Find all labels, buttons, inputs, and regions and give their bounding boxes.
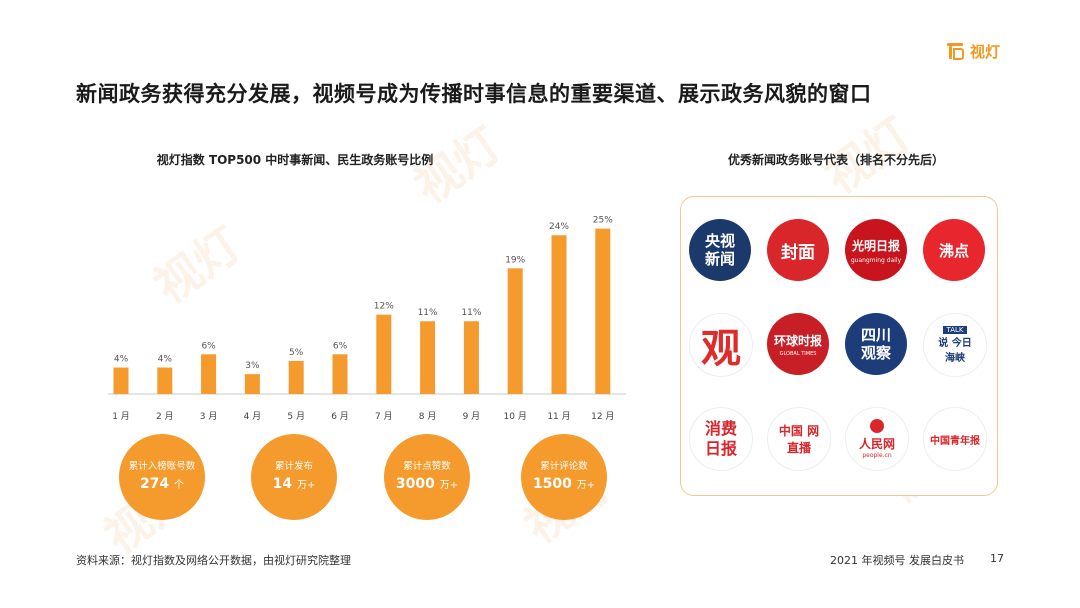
stat-label: 累计评论数 bbox=[540, 461, 588, 472]
source-note: 资料来源：视灯指数及网络公开数据，由视灯研究院整理 bbox=[76, 554, 351, 567]
x-tick-label: 8 月 bbox=[419, 411, 437, 422]
bar bbox=[113, 367, 129, 394]
data-label: 12% bbox=[374, 302, 394, 312]
account-logo-people-cn: 人民网 people.cn bbox=[845, 407, 909, 471]
account-logo-china-net-live: 中国 网直播 bbox=[767, 407, 831, 471]
page-title: 新闻政务获得充分发展，视频号成为传播时事信息的重要渠道、展示政务风貌的窗口 bbox=[76, 82, 872, 106]
stat-label: 累计入榜账号数 bbox=[128, 461, 196, 472]
bar bbox=[332, 354, 348, 394]
bar bbox=[376, 314, 392, 394]
stat-comments: 累计评论数 1500 万+ bbox=[521, 434, 607, 520]
x-tick-label: 5 月 bbox=[287, 411, 305, 422]
account-logo-sichuan-observe: 四川 观察 bbox=[845, 313, 907, 375]
account-logo-global-times: 环球时报 GLOBAL TIMES bbox=[767, 313, 829, 375]
x-tick-label: 6 月 bbox=[331, 411, 349, 422]
account-logo-consumer-daily: 消费 日报 bbox=[689, 407, 753, 471]
stat-value: 3000 万+ bbox=[395, 476, 459, 492]
stat-label: 累计点赞数 bbox=[403, 461, 451, 472]
x-tick-label: 1 月 bbox=[112, 411, 130, 422]
account-logo-today-strait: TALK 说 今日 海峡 bbox=[923, 313, 987, 377]
lamp-icon bbox=[947, 43, 964, 60]
bar bbox=[507, 268, 523, 394]
data-label: 11% bbox=[461, 308, 481, 318]
account-logo-guangming-daily: 光明日报 guangming daily bbox=[845, 219, 907, 281]
bar bbox=[551, 235, 567, 394]
page-number: 17 bbox=[990, 552, 1004, 565]
bar bbox=[157, 367, 173, 394]
x-tick-label: 9 月 bbox=[463, 411, 481, 422]
bar bbox=[201, 354, 217, 394]
stat-value: 274 个 bbox=[139, 476, 185, 492]
x-tick-label: 12 月 bbox=[591, 411, 614, 422]
bar-chart: 4% 1 月 4% 2 月 6% 3 月 3% 4 月 5% 5 月 6% 6 月 12% 7 月 11% 8… bbox=[108, 216, 626, 422]
x-tick-label: 10 月 bbox=[504, 411, 527, 422]
bar bbox=[463, 321, 479, 394]
data-label: 11% bbox=[418, 308, 438, 318]
data-label: 6% bbox=[333, 341, 348, 351]
bar bbox=[420, 321, 436, 394]
data-label: 3% bbox=[245, 361, 260, 371]
data-label: 4% bbox=[114, 355, 129, 365]
data-label: 4% bbox=[158, 355, 173, 365]
report-name: 2021 年视频号 发展白皮书 bbox=[830, 554, 964, 567]
chart-title: 视灯指数 TOP500 中时事新闻、民生政务账号比例 bbox=[156, 153, 434, 167]
stat-likes: 累计点赞数 3000 万+ bbox=[384, 434, 470, 520]
x-tick-label: 4 月 bbox=[244, 411, 262, 422]
bar bbox=[595, 228, 611, 394]
data-label: 25% bbox=[593, 216, 613, 226]
x-tick-label: 2 月 bbox=[156, 411, 174, 422]
bar bbox=[244, 374, 260, 394]
data-label: 5% bbox=[289, 348, 304, 358]
people-cn-mark bbox=[870, 419, 884, 433]
account-logo-boiling-point: 沸点 bbox=[923, 219, 985, 281]
accounts-title: 优秀新闻政务账号代表（排名不分先后） bbox=[727, 153, 944, 167]
brand-name: 视灯 bbox=[970, 42, 1001, 61]
x-tick-label: 7 月 bbox=[375, 411, 393, 422]
account-logo-china-youth-daily: 中国青年报 bbox=[923, 407, 987, 471]
x-tick-label: 11 月 bbox=[547, 411, 570, 422]
brand-logo: 视灯 bbox=[944, 40, 1000, 62]
x-tick-label: 3 月 bbox=[200, 411, 218, 422]
account-logo-cctv-news: 央视 新闻 bbox=[689, 219, 751, 281]
accounts-panel: 央视 新闻 封面 光明日报 guangming daily 沸点 观 环球时报 … bbox=[680, 196, 998, 496]
account-logo-guan: 观 bbox=[689, 313, 753, 377]
data-label: 6% bbox=[201, 341, 216, 351]
bar bbox=[288, 360, 304, 394]
stat-value: 14 万+ bbox=[272, 476, 316, 492]
stat-posts: 累计发布 14 万+ bbox=[251, 434, 337, 520]
account-logo-cover-news: 封面 bbox=[767, 219, 829, 281]
stat-accounts: 累计入榜账号数 274 个 bbox=[119, 434, 205, 520]
stat-value: 1500 万+ bbox=[532, 476, 596, 492]
stat-label: 累计发布 bbox=[274, 461, 313, 472]
data-label: 24% bbox=[549, 222, 569, 232]
data-label: 19% bbox=[505, 255, 525, 265]
